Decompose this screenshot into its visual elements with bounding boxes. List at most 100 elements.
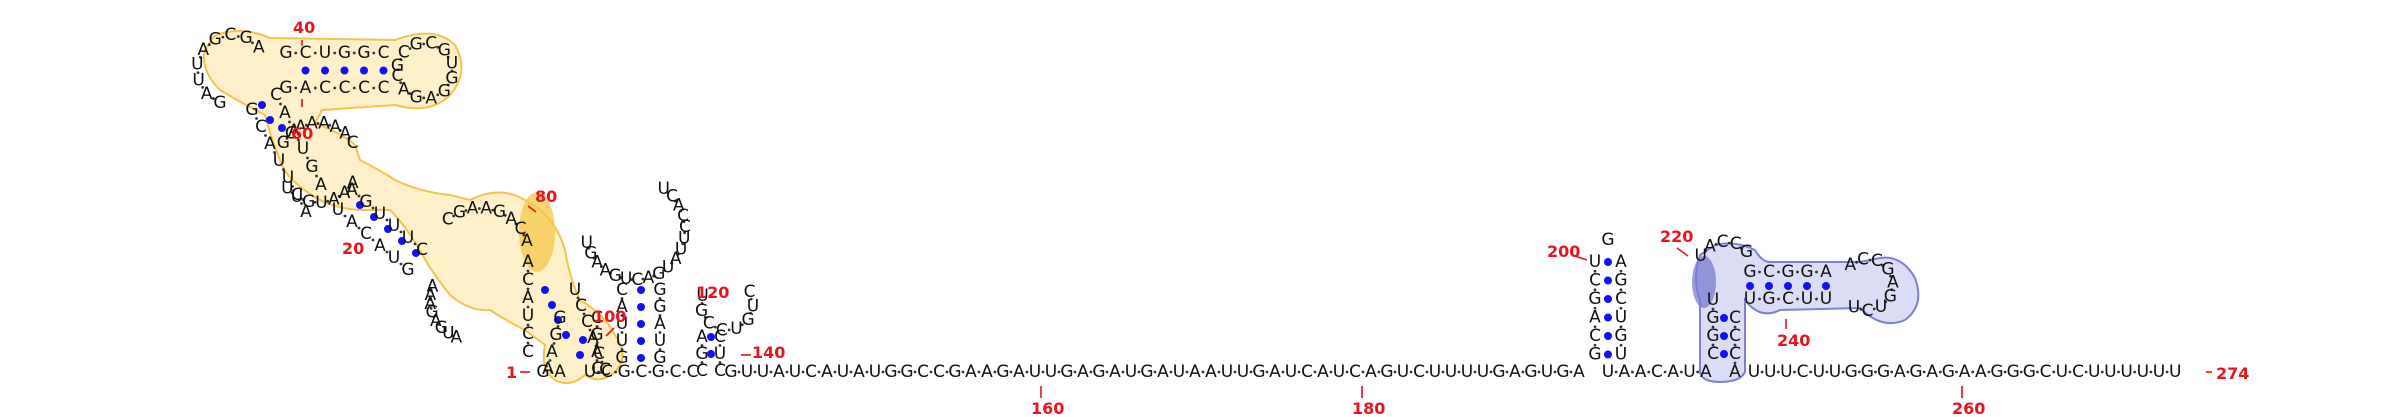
backbone-dot (251, 41, 254, 45)
nucleotide-292: C (1862, 301, 1874, 321)
backbone-dot (1679, 370, 1683, 374)
nucleotide-216: U (662, 257, 674, 277)
backbone-dot (703, 315, 707, 319)
backbone-dot (1537, 370, 1541, 374)
backbone-dot (620, 297, 624, 300)
nucleotide-166: A (346, 212, 358, 232)
nucleotide-66: A (1635, 362, 1647, 382)
yellow-highlight-region (203, 30, 624, 385)
backbone-dot (1758, 270, 1761, 274)
backbone-dot (357, 194, 361, 198)
nucleotide-131: G (245, 100, 258, 120)
backbone-dot (1569, 370, 1573, 374)
nucleotide-235: A (696, 327, 708, 347)
backbone-dot (550, 370, 553, 374)
backbone-dot (522, 233, 526, 237)
backbone-dot (301, 198, 305, 201)
nucleotide-199: G (553, 308, 566, 328)
backbone-dot (294, 128, 298, 132)
backbone-dot (2100, 370, 2104, 374)
nucleotide-56: U (1461, 362, 1473, 382)
backbone-dot (432, 315, 436, 319)
base-pair-dot (1765, 282, 1773, 290)
backbone-dot (1711, 325, 1715, 329)
nucleotide-138: C (270, 85, 282, 105)
backbone-dot (1825, 370, 1829, 374)
backbone-dot (674, 199, 677, 203)
nucleotide-200: G (549, 325, 562, 345)
backbone-dot (595, 325, 599, 328)
base-pair-dot (1604, 332, 1612, 340)
backbone-dot (1614, 370, 1618, 374)
nucleotide-108: C (358, 78, 370, 98)
nucleotide-129: A (201, 84, 213, 104)
nucleotide-293: U (1848, 298, 1860, 318)
nucleotide-205: A (591, 342, 603, 362)
backbone-dot (294, 51, 298, 55)
nucleotide-6: C (635, 362, 647, 382)
backbone-dot (333, 86, 337, 90)
nucleotide-256: G (1614, 271, 1627, 291)
base-pair-dot (541, 286, 549, 294)
nucleotide-253: C (1589, 326, 1601, 346)
nucleotide-70: A (1700, 362, 1712, 382)
nucleotide-133: A (264, 134, 276, 154)
nucleotide-251: G (1588, 289, 1601, 309)
backbone-dot (1733, 325, 1737, 329)
backbone-dot (594, 344, 598, 348)
backbone-dot (718, 344, 722, 347)
backbone-dot (328, 123, 332, 127)
nucleotide-68: A (1667, 362, 1679, 382)
nucleotide-234: G (653, 348, 666, 368)
backbone-dot (620, 331, 624, 334)
nucleotide-226: A (616, 297, 628, 317)
nucleotide-104: G (279, 78, 292, 98)
nucleotide-124: C (225, 25, 237, 45)
nucleotide-94: U (2120, 362, 2132, 382)
backbone-dot (1776, 370, 1780, 374)
backbone-dot (198, 55, 202, 59)
backbone-dot (503, 214, 507, 217)
backbone-dot (371, 206, 375, 210)
nucleotide-13: A (773, 362, 785, 382)
backbone-dot (236, 35, 240, 38)
nucleotide-242: G (695, 301, 708, 321)
backbone-dot (1425, 370, 1429, 374)
base-pair-dot (1720, 332, 1728, 340)
nucleotide-45: U (1285, 362, 1297, 382)
nucleotide-248: C (744, 282, 756, 302)
backbone-dot (2003, 370, 2007, 374)
backbone-dot (727, 328, 731, 332)
position-number-20: 20 (342, 239, 364, 258)
nucleotide-130: G (213, 93, 226, 113)
nucleotide-8: C (670, 362, 682, 382)
nucleotide-114: G (438, 41, 451, 61)
nucleotide-276: C (1763, 262, 1775, 282)
backbone-dot (399, 81, 403, 84)
backbone-dot (588, 328, 592, 332)
backbone-dot (408, 92, 412, 95)
backbone-dot (413, 242, 417, 246)
backbone-dot (514, 222, 518, 226)
backbone-dot (2019, 370, 2023, 374)
nucleotide-74: C (1797, 362, 1809, 382)
backbone-dot (221, 35, 225, 39)
nucleotide-212: U (620, 269, 632, 289)
backbone-dot (1881, 263, 1884, 267)
nucleotide-232: A (654, 314, 666, 334)
nucleotide-191: C (522, 324, 534, 344)
backbone-dot (665, 370, 669, 374)
nucleotide-273: C (1730, 234, 1742, 254)
nucleotide-116: G (445, 68, 458, 88)
nucleotide-36: G (1140, 362, 1153, 382)
base-pair-dot (579, 336, 587, 344)
backbone-dot (1329, 370, 1333, 374)
nucleotide-178: A (521, 231, 533, 251)
nucleotide-153: U (291, 187, 303, 207)
backbone-dot (1313, 370, 1317, 374)
nucleotide-184: A (424, 294, 436, 314)
backbone-dot (1593, 288, 1597, 292)
nucleotide-259: G (1614, 326, 1627, 346)
nucleotide-86: G (1990, 362, 2003, 382)
